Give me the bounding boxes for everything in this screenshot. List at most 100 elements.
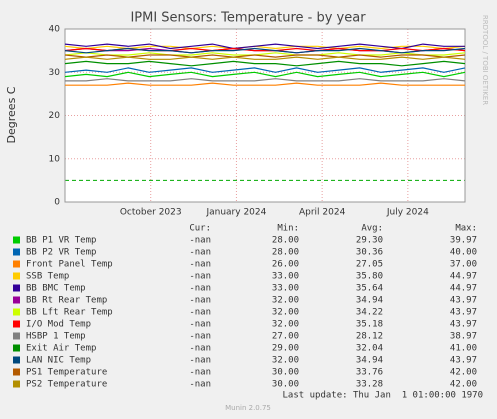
legend-swatch: [13, 236, 20, 244]
legend-value: 32.00: [272, 320, 299, 330]
legend-swatch: [13, 308, 20, 316]
legend-header: Avg:: [361, 224, 383, 234]
legend-value: 28.12: [356, 332, 383, 342]
x-tick-label: April 2024: [299, 208, 346, 218]
last-update: Last update: Thu Jan 1 01:00:00 1970: [283, 391, 483, 401]
legend-value: 44.97: [450, 284, 477, 294]
legend-value: -nan: [189, 272, 211, 282]
legend-swatch: [13, 332, 20, 340]
legend-value: 32.00: [272, 296, 299, 306]
legend-value: 38.97: [450, 332, 477, 342]
legend-swatch: [13, 368, 20, 376]
series-line: [64, 52, 466, 56]
legend-header: Cur:: [189, 224, 211, 234]
legend-header: Max:: [455, 224, 477, 234]
legend-value: 39.97: [450, 236, 477, 246]
legend-value: 35.80: [356, 272, 383, 282]
legend-value: 40.00: [450, 248, 477, 258]
legend-swatch: [13, 272, 20, 280]
legend-value: 37.00: [450, 260, 477, 270]
legend-value: 42.00: [450, 368, 477, 378]
legend-value: 34.94: [356, 356, 383, 366]
series-line: [64, 45, 466, 50]
series-line: [64, 60, 466, 67]
legend-value: 34.94: [356, 296, 383, 306]
series-line: [65, 78, 466, 82]
legend-label: Front Panel Temp: [26, 260, 113, 270]
legend-swatch: [13, 344, 20, 352]
legend-value: 33.00: [272, 284, 299, 294]
plot-frame: [64, 28, 466, 203]
legend-label: PS1 Temperature: [26, 368, 107, 378]
legend-swatch: [13, 380, 20, 388]
legend-value: 27.05: [356, 260, 383, 270]
legend-label: SSB Temp: [26, 272, 69, 282]
footer: Munin 2.0.75: [225, 404, 271, 412]
y-tick-label: 40: [49, 25, 61, 35]
chart-title: IPMI Sensors: Temperature - by year: [130, 11, 366, 26]
legend-value: -nan: [189, 344, 211, 354]
legend-value: -nan: [189, 236, 211, 246]
legend-value: -nan: [189, 248, 211, 258]
y-tick-label: 20: [49, 111, 61, 121]
legend-label: BB Lft Rear Temp: [26, 308, 113, 318]
legend-value: 35.64: [356, 284, 383, 294]
y-tick-label: 30: [49, 68, 61, 78]
series-line: [64, 67, 466, 73]
legend-label: Exit Air Temp: [26, 344, 96, 354]
legend-value: 33.00: [272, 272, 299, 282]
legend-value: 33.28: [356, 380, 383, 390]
x-tick-label: October 2023: [120, 208, 182, 218]
legend-value: 29.00: [272, 344, 299, 354]
series-line: [65, 82, 465, 86]
legend-value: 42.00: [450, 380, 477, 390]
y-axis-label: Degrees C: [5, 86, 18, 143]
legend-label: PS2 Temperature: [26, 380, 107, 390]
x-tick-label: July 2024: [386, 208, 429, 218]
series-line: [64, 54, 466, 58]
legend-value: 35.18: [356, 320, 383, 330]
legend-swatch: [13, 356, 20, 364]
series-line: [64, 47, 466, 54]
legend-value: -nan: [189, 284, 211, 294]
legend-swatch: [13, 284, 20, 292]
legend-value: -nan: [189, 296, 211, 306]
legend-value: -nan: [189, 356, 211, 366]
legend-label: BB P1 VR Temp: [26, 236, 96, 246]
legend-value: 43.97: [450, 296, 477, 306]
legend-value: -nan: [189, 260, 211, 270]
series-line: [64, 56, 466, 60]
legend-swatch: [13, 296, 20, 304]
legend-label: I/O Mod Temp: [26, 320, 91, 330]
legend-value: 30.36: [356, 248, 383, 258]
legend-swatch: [13, 248, 20, 256]
legend-value: -nan: [189, 368, 211, 378]
series-line: [64, 43, 465, 50]
y-tick-label: 10: [49, 154, 61, 164]
legend-value: 30.00: [272, 380, 299, 390]
side-label: RRDTOOL / TOBI OETIKER: [481, 15, 489, 105]
legend-value: 29.30: [356, 236, 383, 246]
legend-header: Min:: [277, 224, 299, 234]
legend-value: -nan: [189, 320, 211, 330]
x-tick-label: January 2024: [205, 208, 266, 218]
legend-label: BB Rt Rear Temp: [26, 296, 107, 306]
legend-value: 43.97: [450, 320, 477, 330]
legend-value: 43.97: [450, 356, 477, 366]
legend-value: 43.97: [450, 308, 477, 318]
legend-value: 34.22: [356, 308, 383, 318]
legend-value: -nan: [189, 332, 211, 342]
legend-value: -nan: [189, 380, 211, 390]
legend-value: 28.00: [272, 236, 299, 246]
legend-value: 32.00: [272, 356, 299, 366]
legend-value: 44.97: [450, 272, 477, 282]
legend-label: HSBP 1 Temp: [26, 332, 86, 342]
legend-value: 30.00: [272, 368, 299, 378]
legend-value: 27.00: [272, 332, 299, 342]
legend-value: 33.76: [356, 368, 383, 378]
legend-swatch: [13, 260, 20, 268]
legend-label: BB P2 VR Temp: [26, 248, 96, 258]
legend-value: 32.00: [272, 308, 299, 318]
legend-swatch: [13, 320, 20, 328]
